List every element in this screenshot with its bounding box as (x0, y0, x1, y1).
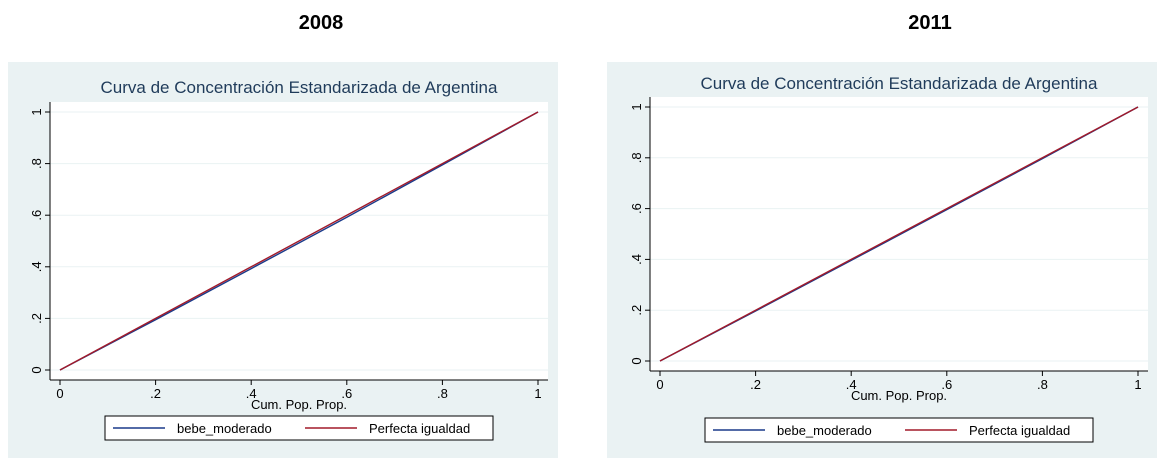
x-axis-label: Cum. Pop. Prop. (851, 388, 947, 403)
y-tick-label: .6 (629, 203, 644, 214)
series-line-bebe-moderado (59, 111, 539, 371)
x-tick-label: 0 (656, 377, 663, 392)
legend-label: bebe_moderado (177, 421, 272, 436)
x-tick-label: .4 (246, 386, 257, 401)
legend-box (104, 415, 494, 441)
y-tick-label: 1 (629, 103, 644, 110)
x-tick-label: .2 (150, 386, 161, 401)
x-tick-label: .8 (1037, 377, 1048, 392)
legend-label: bebe_moderado (777, 423, 872, 438)
y-tick-label: .8 (629, 152, 644, 163)
year-label-2011: 2011 (908, 12, 952, 34)
legend-label: Perfecta igualdad (969, 423, 1070, 438)
y-tick-label: .2 (29, 313, 44, 324)
chart-title: Curva de Concentración Estandarizada de … (701, 74, 1098, 93)
legend-label: Perfecta igualdad (369, 421, 470, 436)
chart-2008: Curva de Concentración Estandarizada de … (29, 78, 548, 441)
chart-title: Curva de Concentración Estandarizada de … (101, 78, 498, 97)
x-tick-label: .8 (437, 386, 448, 401)
x-tick-label: .6 (941, 377, 952, 392)
y-tick-label: .4 (29, 261, 44, 272)
x-tick-label: 1 (534, 386, 541, 401)
series-line-perfecta-igualdad (659, 106, 1139, 362)
x-tick-label: .6 (341, 386, 352, 401)
x-tick-label: 1 (1134, 377, 1141, 392)
x-tick-label: .4 (846, 377, 857, 392)
x-tick-label: 0 (56, 386, 63, 401)
legend-box (704, 417, 1094, 443)
x-tick-label: .2 (750, 377, 761, 392)
y-tick-label: 0 (29, 366, 44, 373)
x-axis-label: Cum. Pop. Prop. (251, 397, 347, 412)
chart-panel-2008: Curva de Concentración Estandarizada de … (8, 62, 558, 458)
y-tick-label: .6 (29, 210, 44, 221)
y-tick-label: 1 (29, 108, 44, 115)
year-label-2008: 2008 (298, 12, 344, 34)
chart-panel-2011: Curva de Concentración Estandarizada de … (607, 62, 1157, 458)
y-tick-label: .4 (629, 254, 644, 265)
y-tick-label: .2 (629, 305, 644, 316)
y-tick-label: 0 (629, 357, 644, 364)
series-line-perfecta-igualdad (59, 111, 539, 371)
chart-2011: Curva de Concentración Estandarizada de … (629, 74, 1148, 443)
y-tick-label: .8 (29, 158, 44, 169)
